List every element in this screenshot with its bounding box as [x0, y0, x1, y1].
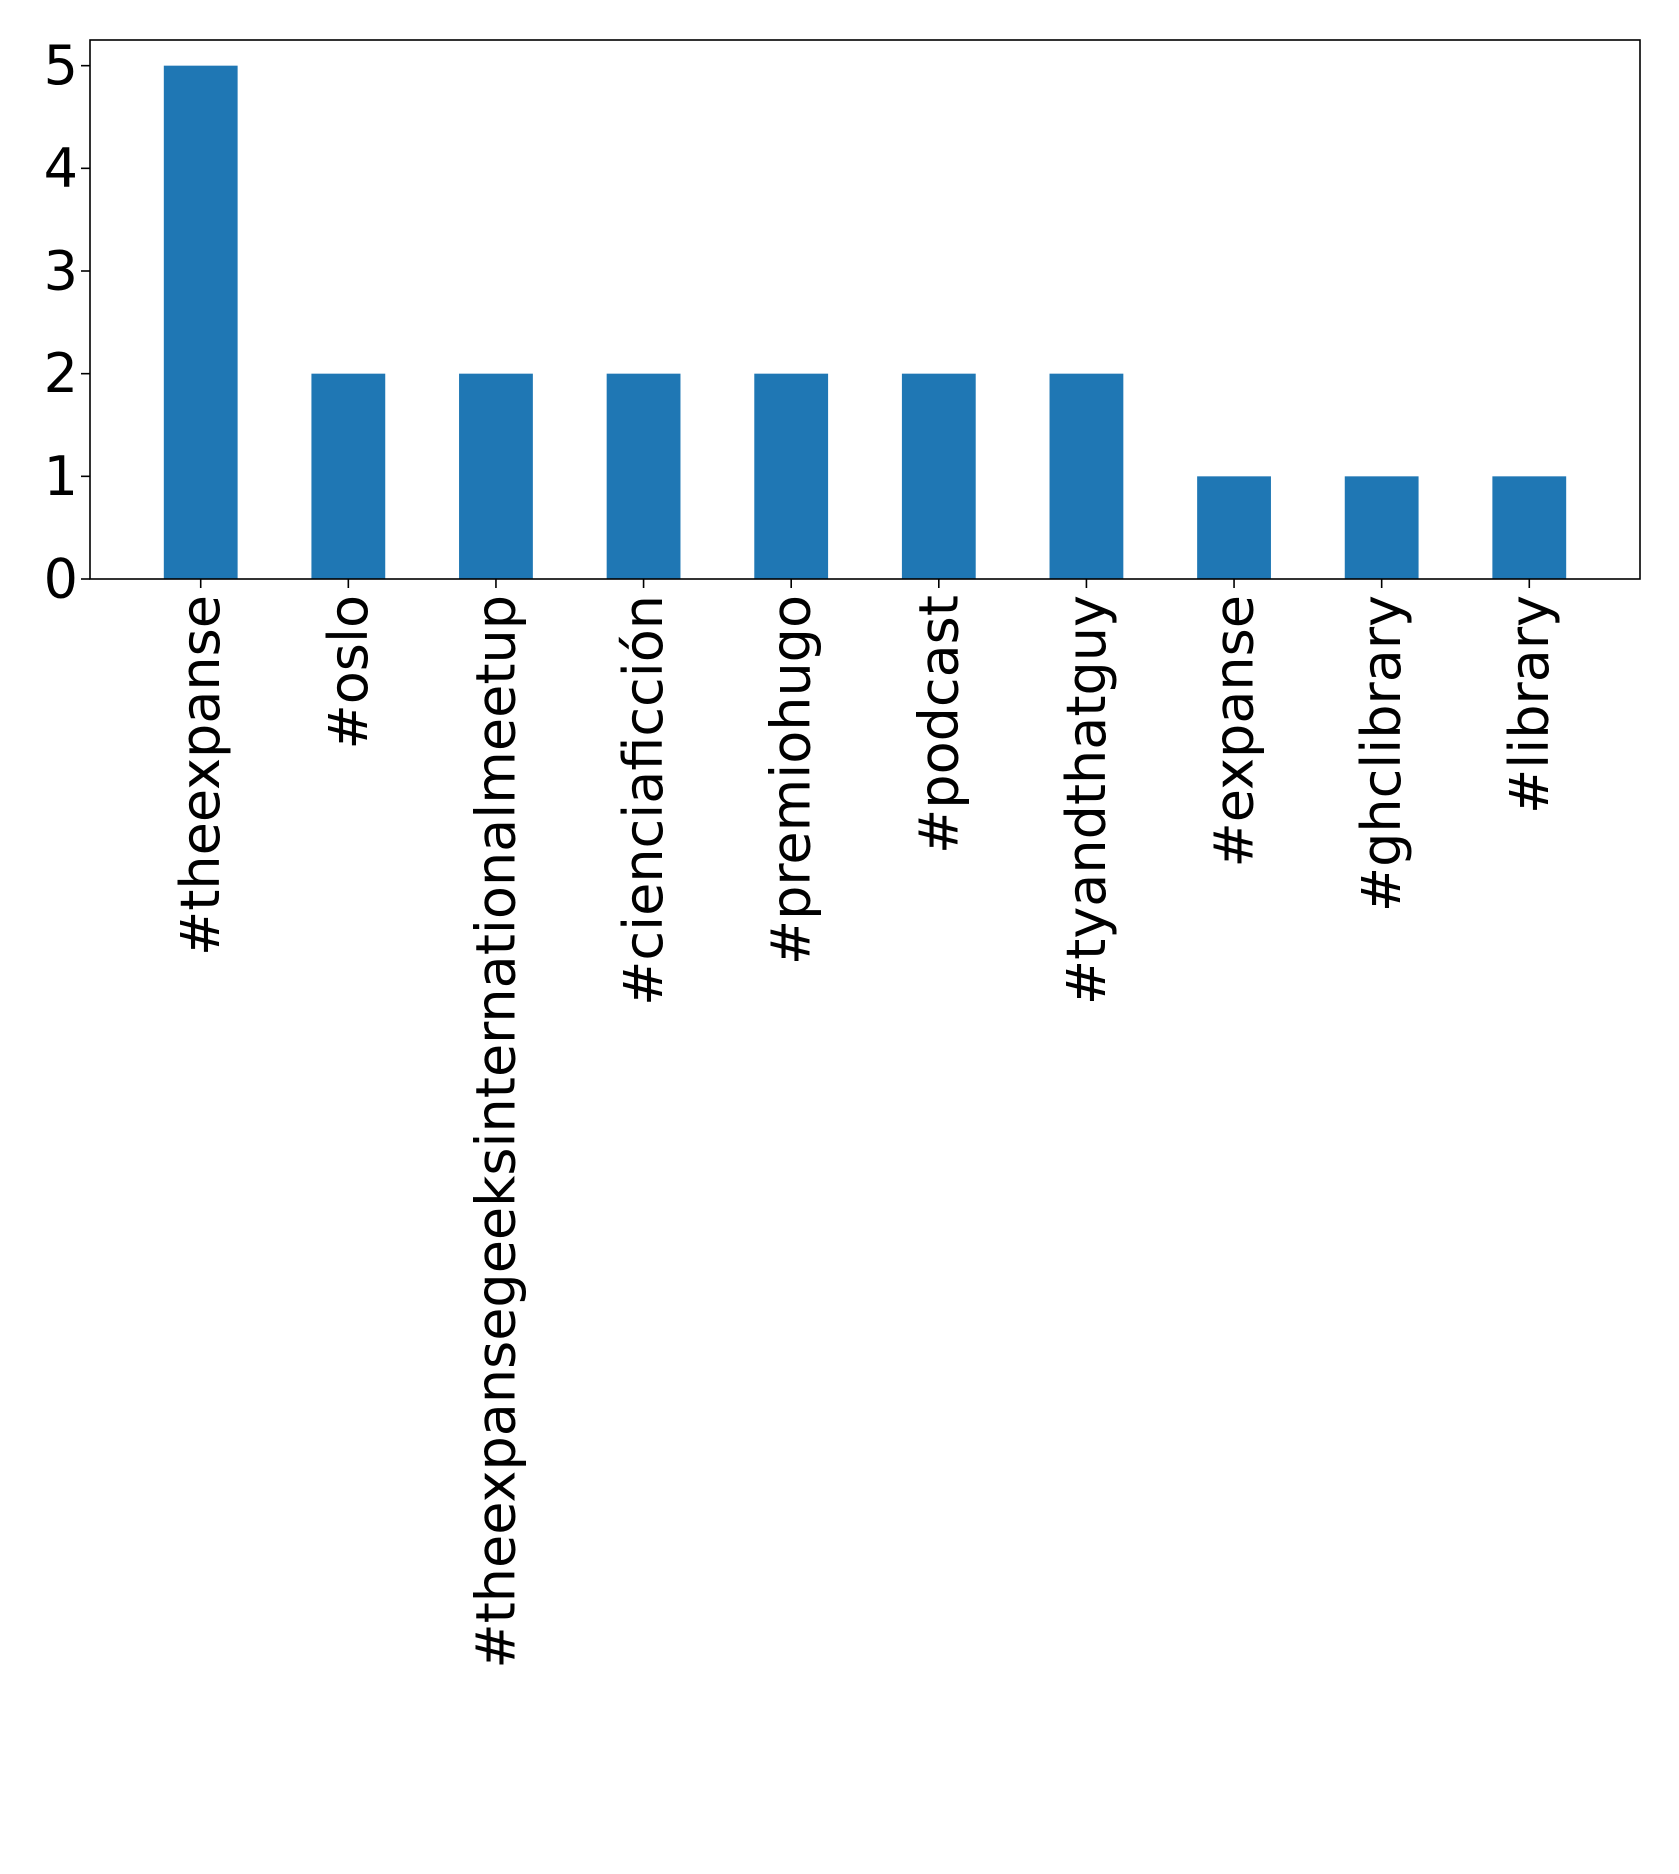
x-tick-label: #cienciaficción — [612, 595, 675, 1006]
x-tick-label: #premiohugo — [760, 595, 823, 965]
bar-premiohugo — [754, 373, 829, 579]
bar-podcast — [901, 373, 976, 579]
x-axis: #theexpanse #oslo #theexpansegeeksinternat… — [169, 579, 1561, 1669]
y-axis: 0 1 2 3 4 5 — [44, 34, 90, 611]
y-tick-label: 3 — [44, 240, 78, 303]
y-tick-label: 4 — [44, 137, 78, 200]
bar-library — [1492, 476, 1567, 579]
x-tick-label: #library — [1498, 595, 1561, 814]
y-tick-label: 1 — [44, 445, 78, 508]
y-tick-label: 0 — [44, 548, 78, 611]
x-tick-label: #theexpansegeeksinternationalmeetup — [464, 595, 527, 1669]
y-tick-label: 5 — [44, 34, 78, 97]
x-tick-label: #expanse — [1203, 595, 1266, 867]
x-tick-label: #podcast — [907, 595, 970, 854]
bar-tyandthatguy — [1049, 373, 1124, 579]
plot-area-frame — [89, 39, 1641, 580]
x-tick-label: #ghclibrary — [1350, 595, 1413, 912]
bar-ghclibrary — [1344, 476, 1419, 579]
bar-expanse — [1197, 476, 1271, 579]
bar-theexpanse — [163, 65, 238, 579]
bar-theexpansegeeksinternationalmeetup — [459, 373, 533, 579]
y-tick-label: 2 — [44, 342, 78, 405]
bar-oslo — [311, 373, 386, 579]
x-tick-label: #theexpanse — [169, 595, 232, 956]
bar-cienciaficcin — [606, 373, 681, 579]
bars-layer — [163, 65, 1567, 579]
x-tick-label: #tyandthatguy — [1055, 595, 1118, 1005]
x-tick-label: #oslo — [317, 595, 380, 749]
